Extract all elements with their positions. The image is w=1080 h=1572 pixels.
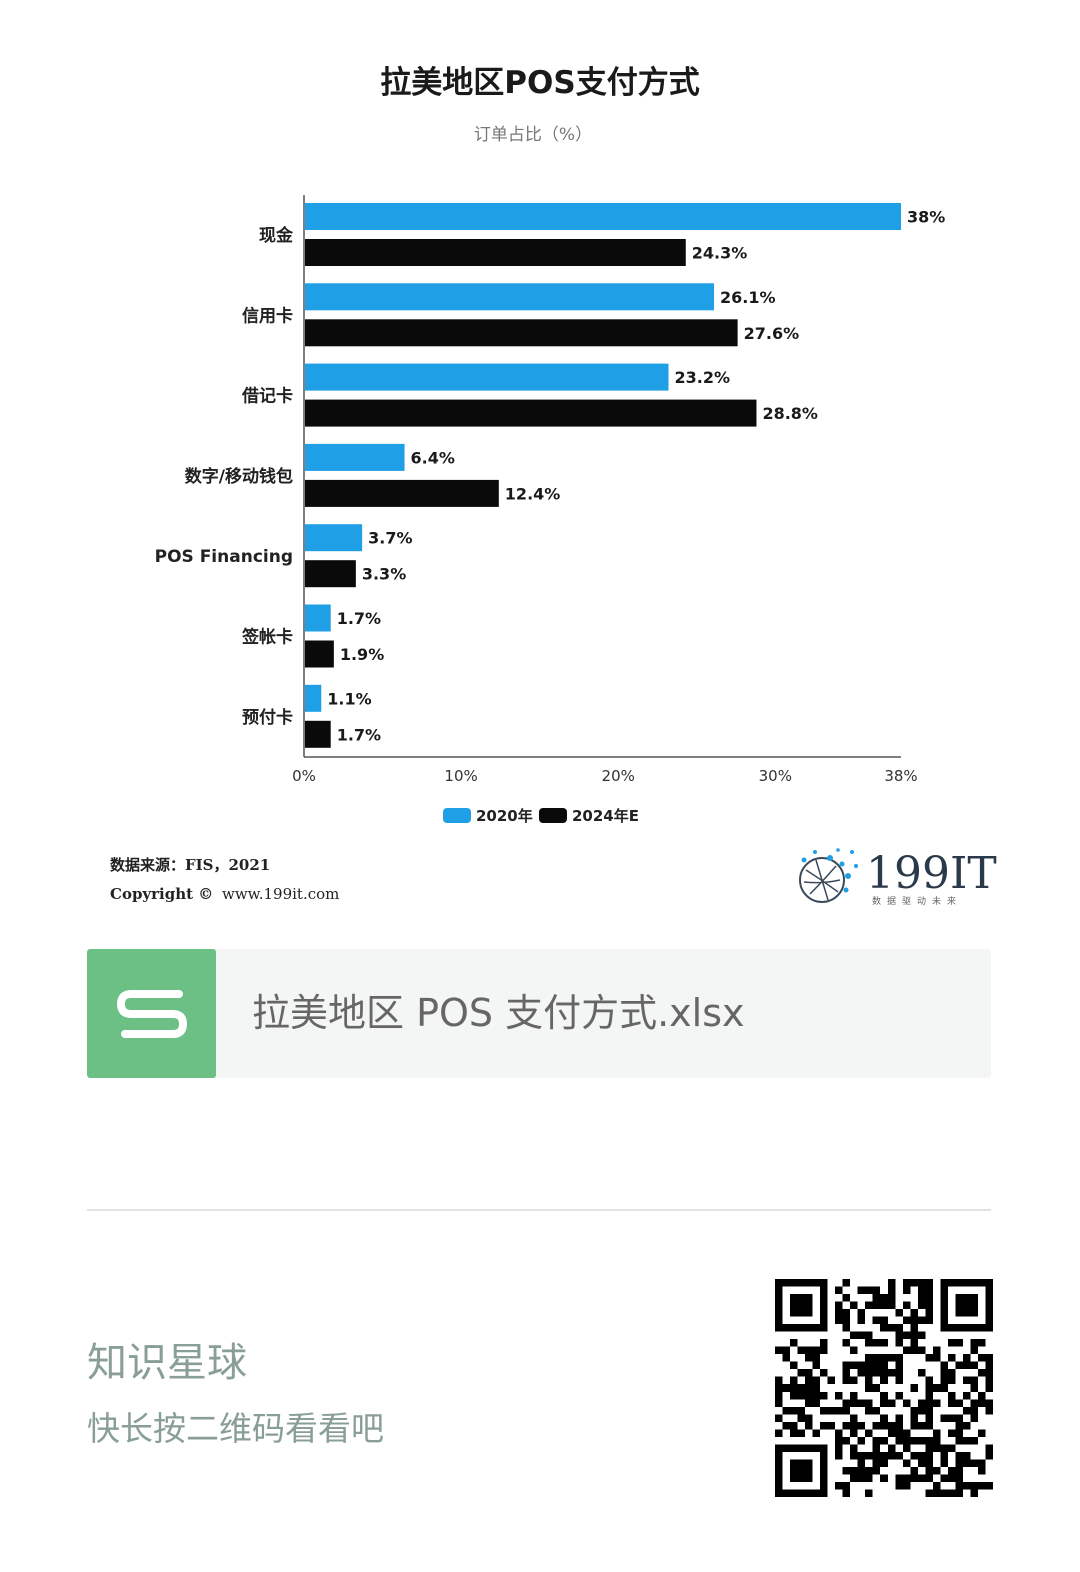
chart-title: 拉美地区POS支付方式 xyxy=(380,65,699,101)
category-label: POS Financing xyxy=(155,547,293,567)
dandelion-icon xyxy=(799,848,858,903)
bar xyxy=(305,203,901,230)
bar xyxy=(305,720,331,748)
bar xyxy=(305,239,686,266)
data-label: 1.7% xyxy=(337,609,381,628)
bar xyxy=(305,560,356,588)
category-label: 签帐卡 xyxy=(241,627,293,648)
brand-tagline: 数据驱动未来 xyxy=(872,895,962,907)
data-label: 27.6% xyxy=(744,324,800,343)
data-label: 3.7% xyxy=(368,529,412,548)
bar xyxy=(305,319,738,347)
x-tick-label: 0% xyxy=(292,767,316,785)
qr-code[interactable] xyxy=(775,1279,993,1497)
chart-subtitle: 订单占比（%） xyxy=(474,125,592,145)
x-tick-label: 30% xyxy=(759,767,792,785)
legend-label-2024: 2024年E xyxy=(572,807,639,825)
data-label: 3.3% xyxy=(362,565,406,584)
legend-label-2020: 2020年 xyxy=(476,807,533,825)
bar xyxy=(305,479,499,507)
data-label: 24.3% xyxy=(692,244,748,263)
data-label: 1.9% xyxy=(340,645,384,664)
file-attachment-card[interactable]: 拉美地区 POS 支付方式.xlsx xyxy=(87,949,991,1078)
bar xyxy=(305,604,331,632)
bar xyxy=(305,684,322,712)
bar xyxy=(305,399,757,427)
category-label: 预付卡 xyxy=(242,707,293,728)
bar xyxy=(305,443,405,471)
legend-swatch-2020 xyxy=(443,808,471,823)
data-label: 1.7% xyxy=(337,725,381,744)
bar-group: 现金 38% 24.3% 信用卡 26.1% 27.6% 借记卡 23.2% 28.8% 数字/移… xyxy=(155,195,945,785)
category-label: 现金 xyxy=(259,225,294,246)
data-label: 1.1% xyxy=(327,689,371,708)
source-line: 数据来源：FIS，2021 xyxy=(110,856,270,874)
planet-subtitle: 快长按二维码看看吧 xyxy=(87,1409,384,1448)
data-label: 28.8% xyxy=(762,404,818,423)
legend-swatch-2024 xyxy=(539,808,567,823)
source-note: 数据来源：FIS，2021 Copyright © www.199it.com xyxy=(110,856,339,903)
divider xyxy=(87,1209,991,1211)
data-label: 38% xyxy=(907,208,945,227)
category-label: 数字/移动钱包 xyxy=(185,466,293,487)
data-label: 12.4% xyxy=(505,484,561,503)
bar xyxy=(305,283,715,311)
category-label: 借记卡 xyxy=(241,386,293,407)
bar xyxy=(305,640,334,668)
bar xyxy=(305,524,363,552)
bar xyxy=(305,363,669,391)
x-tick-label: 20% xyxy=(602,767,635,785)
source-url: www.199it.com xyxy=(222,885,339,903)
x-tick-label: 38% xyxy=(884,767,917,785)
copyright-label: Copyright © xyxy=(110,885,213,903)
data-label: 6.4% xyxy=(411,448,455,467)
x-tick-label: 10% xyxy=(444,767,477,785)
spreadsheet-icon xyxy=(87,949,216,1078)
chart: 拉美地区POS支付方式 订单占比（%） 现金 38% 24.3% 信用卡 26.1% 27… xyxy=(110,65,997,907)
category-label: 信用卡 xyxy=(242,305,293,326)
legend: 2020年 2024年E xyxy=(443,807,639,825)
brand-name: 199IT xyxy=(866,848,997,899)
data-label: 23.2% xyxy=(674,368,730,387)
planet-title: 知识星球 xyxy=(87,1340,247,1386)
file-name: 拉美地区 POS 支付方式.xlsx xyxy=(252,991,745,1035)
brand-logo: 199IT 数据驱动未来 xyxy=(799,848,997,907)
data-label: 26.1% xyxy=(720,288,776,307)
